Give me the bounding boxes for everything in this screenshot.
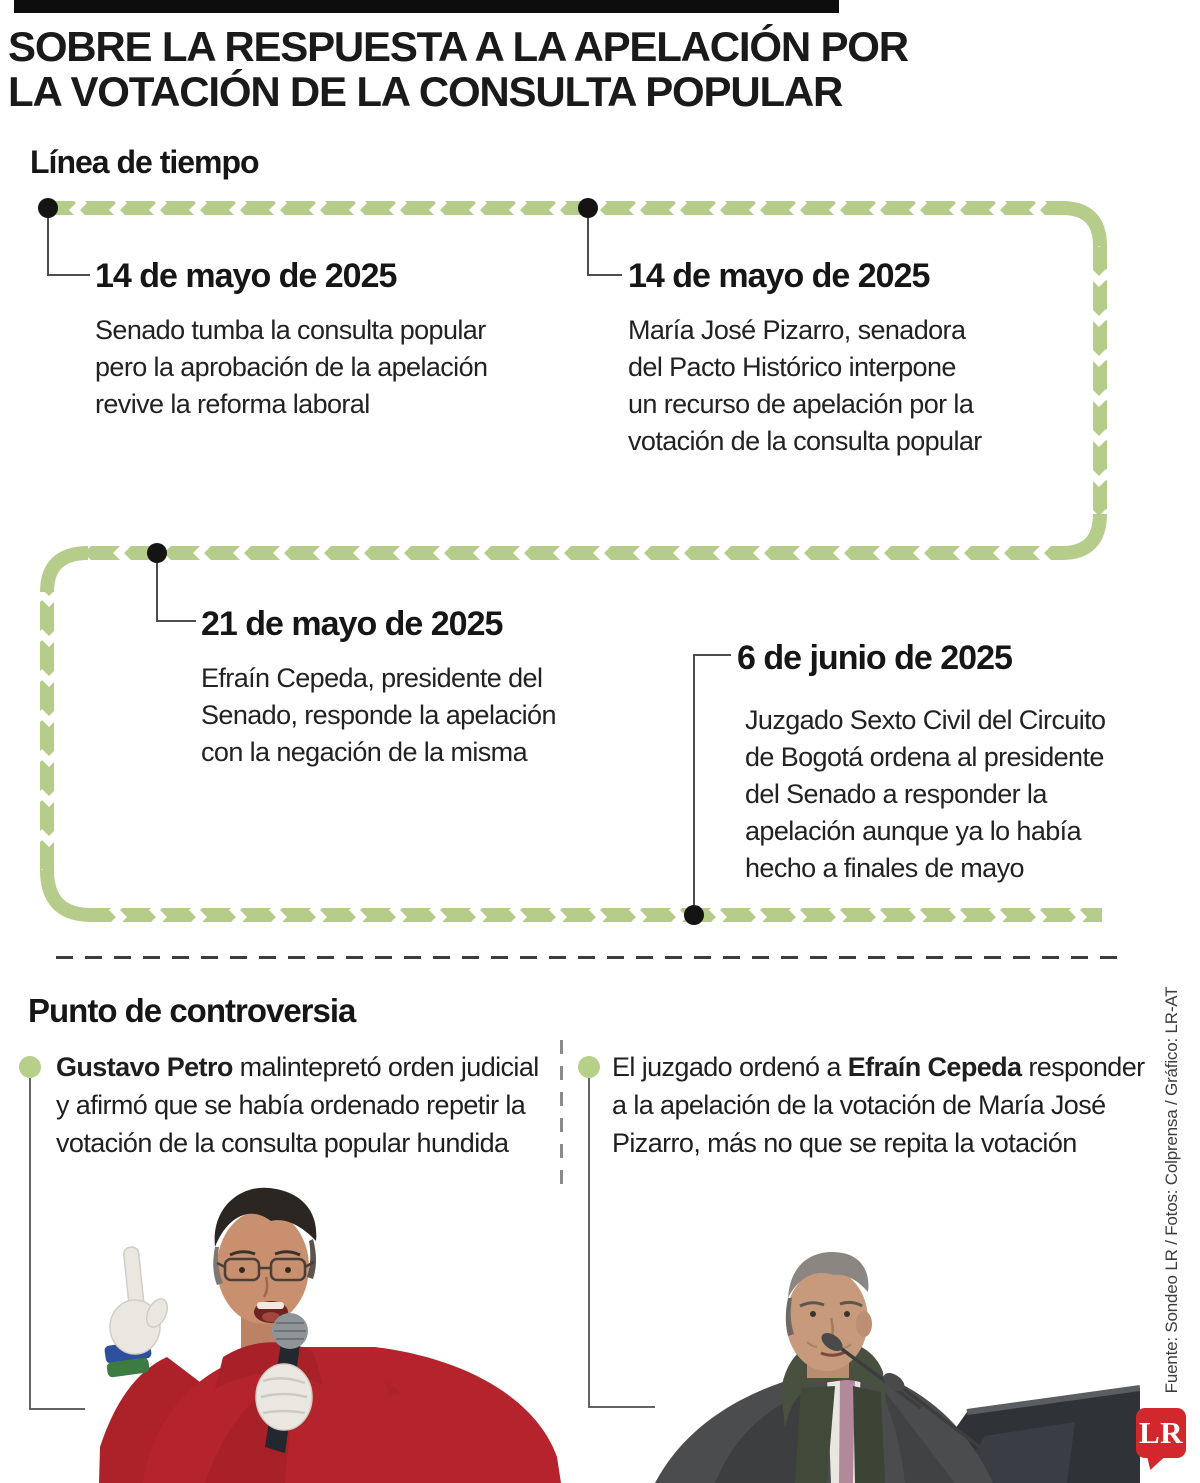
event-text-line: Senado, responde la apelación (201, 700, 557, 730)
lr-logo: LR (1136, 1408, 1186, 1458)
page-title: SOBRE LA RESPUESTA A LA APELACIÓN POR LA… (8, 23, 909, 115)
event-text-line: María José Pizarro, senadora (628, 315, 966, 345)
event-text-line: Efraín Cepeda, presidente del (201, 663, 543, 693)
event2-dot (578, 198, 598, 218)
person-name-bold: Efraín Cepeda (847, 1052, 1022, 1082)
controversy-text-line: El juzgado ordenó a Efraín Cepeda respon… (612, 1048, 1145, 1086)
event-text-line: del Pacto Histórico interpone (628, 352, 956, 382)
timeline-top-run (46, 201, 1062, 215)
timeline-bottom-run (91, 908, 1102, 922)
timeline-left-run (40, 592, 54, 870)
top-black-bar (14, 0, 839, 13)
event-text-line: de Bogotá ordena al presidente (745, 742, 1104, 772)
event-text: Juzgado Sexto Civil del Circuito de Bogo… (745, 702, 1106, 887)
timeline-event-4: 6 de junio de 2025 Juzgado Sexto Civil d… (737, 639, 1106, 887)
timeline-section-title: Línea de tiempo (30, 144, 260, 180)
right-bullet-dot (578, 1056, 600, 1078)
timeline-event-1: 14 de mayo de 2025 Senado tumba la consu… (95, 257, 488, 423)
event-text-line: Senado tumba la consulta popular (95, 315, 486, 345)
lr-logo-text: LR (1138, 1415, 1184, 1450)
page-title-line1: SOBRE LA RESPUESTA A LA APELACIÓN POR (8, 23, 909, 70)
event-date: 14 de mayo de 2025 (628, 257, 930, 295)
timeline-corner-bottom-left (40, 869, 92, 922)
controversy-text-line: votación de la consulta popular hundida (56, 1128, 509, 1158)
event1-connector (47, 218, 90, 276)
left-photo-connector-line (29, 1078, 102, 1410)
event4-dot (684, 905, 704, 925)
controversy-text-line: a la apelación de la votación de María J… (612, 1090, 1106, 1120)
controversy-text-line: Gustavo Petro malintepretó orden judicia… (56, 1048, 539, 1086)
timeline-corner-mid-right (1061, 513, 1107, 560)
event-text: Efraín Cepeda, presidente del Senado, re… (201, 660, 557, 771)
controversy-text: malintepretó orden judicial (232, 1052, 540, 1082)
timeline-middle-run (88, 546, 1062, 560)
event-text-line: apelación aunque ya lo había (745, 816, 1082, 846)
controversy-section-title: Punto de controversia (28, 992, 356, 1029)
controversy-text-line: y afirmó que se había ordenado repetir l… (56, 1090, 526, 1120)
event-date: 14 de mayo de 2025 (95, 257, 397, 295)
event-text-line: del Senado a responder la (745, 779, 1047, 809)
event2-connector (587, 218, 622, 276)
event-text-line: pero la aprobación de la apelación (95, 352, 488, 382)
event3-dot (147, 543, 167, 563)
event-text: Senado tumba la consulta popular pero la… (95, 312, 488, 423)
horizontal-dashed-divider (56, 956, 1124, 959)
person-name-bold: Gustavo Petro (56, 1052, 233, 1082)
event-text-line: Juzgado Sexto Civil del Circuito (745, 705, 1106, 735)
event-text-line: con la negación de la misma (201, 737, 528, 767)
event-text-line: revive la reforma laboral (95, 389, 370, 419)
event4-connector (693, 654, 731, 905)
controversy-item-cepeda: El juzgado ordenó a Efraín Cepeda respon… (612, 1048, 1145, 1162)
controversy-text: responder (1021, 1052, 1145, 1082)
source-credits: Fuente: Sondeo LR / Fotos: Colprensa / G… (1162, 986, 1181, 1394)
timeline-event-2: 14 de mayo de 2025 María José Pizarro, s… (628, 258, 982, 460)
page-title-line2: LA VOTACIÓN DE LA CONSULTA POPULAR (8, 68, 843, 115)
controversy-text-line: Pizarro, más no que se repita la votació… (612, 1128, 1077, 1158)
event1-dot (38, 198, 58, 218)
timeline-corner-mid-left (40, 546, 89, 593)
event-text-line: un recurso de apelación por la (628, 389, 974, 419)
event-text: María José Pizarro, senadora del Pacto H… (628, 312, 982, 460)
right-photo-connector-line (588, 1078, 679, 1408)
event3-connector (156, 563, 196, 622)
controversy-text: El juzgado ordenó a (612, 1052, 848, 1082)
event-text-line: hecho a finales de mayo (745, 853, 1024, 883)
timeline-corner-top-right (1061, 201, 1107, 247)
event-text-line: votación de la consulta popular (628, 426, 982, 456)
timeline-event-3: 21 de mayo de 2025 Efraín Cepeda, presid… (201, 605, 557, 771)
timeline-right-run (1093, 246, 1107, 514)
controversy-item-petro: Gustavo Petro malintepretó orden judicia… (56, 1048, 539, 1162)
event-date: 6 de junio de 2025 (737, 639, 1013, 677)
photo-efrain-cepeda (655, 1250, 1140, 1483)
timeline-path (38, 198, 1107, 925)
left-bullet-dot (19, 1056, 41, 1078)
event-date: 21 de mayo de 2025 (201, 605, 503, 643)
photo-gustavo-petro (85, 1185, 579, 1483)
